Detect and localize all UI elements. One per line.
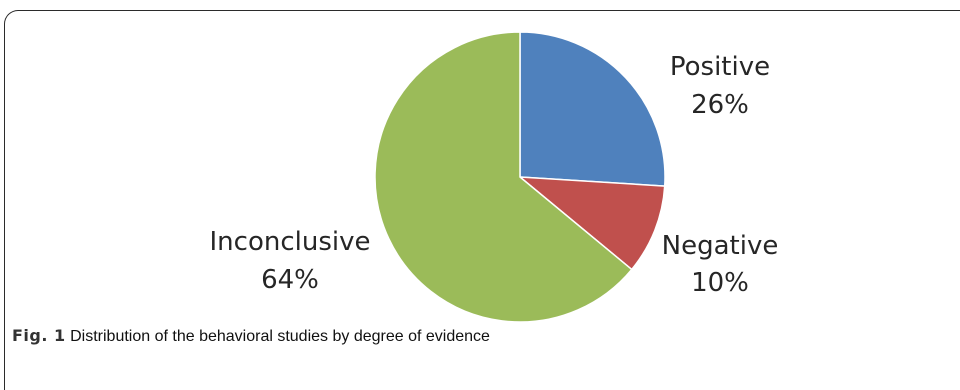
slice-value-inconclusive: 64% — [261, 265, 319, 295]
slice-value-positive: 26% — [691, 90, 749, 120]
figure-frame — [4, 10, 960, 390]
slice-label-inconclusive: Inconclusive — [210, 227, 371, 257]
figure-number: Fig. 1 — [12, 326, 66, 345]
slice-value-negative: 10% — [691, 268, 749, 298]
pie-slices — [374, 31, 666, 323]
pie-slice-positive — [519, 31, 666, 187]
pie-slice-inconclusive — [374, 31, 633, 323]
caption-text: Distribution of the behavioral studies b… — [70, 328, 490, 345]
slice-label-negative: Negative — [662, 231, 779, 261]
slice-label-positive: Positive — [670, 52, 770, 82]
pie-slice-negative — [517, 176, 666, 271]
pie-chart: Positive 26% Negative 10% Inconclusive 6… — [210, 31, 779, 323]
figure-caption: Fig. 1 Distribution of the behavioral st… — [12, 326, 490, 346]
